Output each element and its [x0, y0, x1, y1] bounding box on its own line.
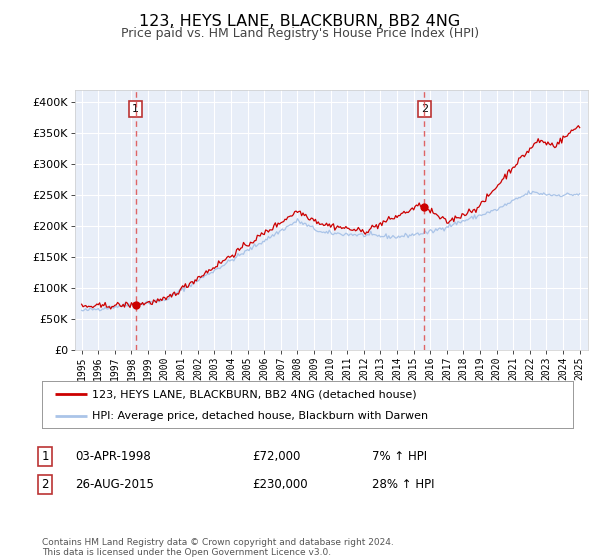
Text: Price paid vs. HM Land Registry's House Price Index (HPI): Price paid vs. HM Land Registry's House …	[121, 27, 479, 40]
Text: 2: 2	[421, 104, 428, 114]
Text: 03-APR-1998: 03-APR-1998	[75, 450, 151, 463]
Text: 2: 2	[41, 478, 49, 491]
Text: 123, HEYS LANE, BLACKBURN, BB2 4NG: 123, HEYS LANE, BLACKBURN, BB2 4NG	[139, 14, 461, 29]
Text: 26-AUG-2015: 26-AUG-2015	[75, 478, 154, 491]
Text: Contains HM Land Registry data © Crown copyright and database right 2024.
This d: Contains HM Land Registry data © Crown c…	[42, 538, 394, 557]
Text: 7% ↑ HPI: 7% ↑ HPI	[372, 450, 427, 463]
Text: 28% ↑ HPI: 28% ↑ HPI	[372, 478, 434, 491]
Text: £72,000: £72,000	[252, 450, 301, 463]
Text: HPI: Average price, detached house, Blackburn with Darwen: HPI: Average price, detached house, Blac…	[92, 411, 428, 421]
Text: 123, HEYS LANE, BLACKBURN, BB2 4NG (detached house): 123, HEYS LANE, BLACKBURN, BB2 4NG (deta…	[92, 389, 417, 399]
Text: 1: 1	[41, 450, 49, 463]
Text: £230,000: £230,000	[252, 478, 308, 491]
Text: 1: 1	[132, 104, 139, 114]
